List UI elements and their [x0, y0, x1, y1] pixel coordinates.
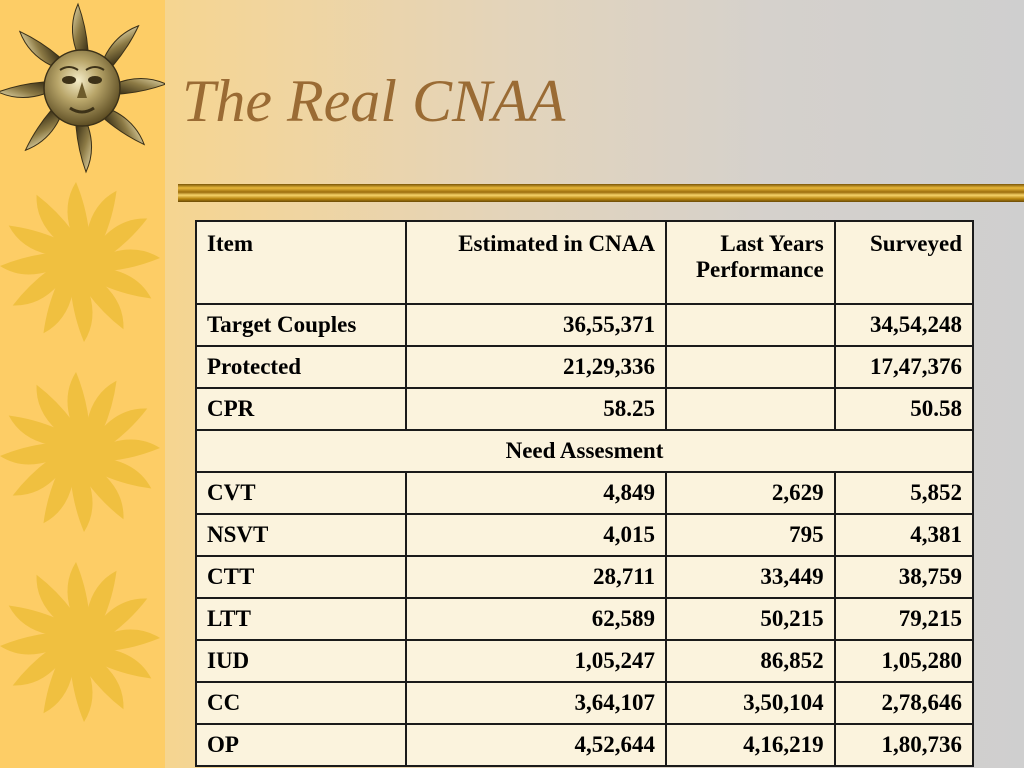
surveyed-cell: 50.58: [833, 387, 975, 431]
last-years-cell: 33,449: [665, 555, 836, 599]
row-label: Protected: [194, 345, 408, 389]
metal-sun-face-icon: [0, 2, 165, 174]
estimated-cell: 28,711: [405, 555, 667, 599]
table-header-row: Item Estimated in CNAA Last Years Perform…: [194, 220, 975, 305]
table-row: Protected 21,29,336 17,47,376: [194, 345, 975, 389]
slide-title: The Real CNAA: [182, 68, 566, 134]
table-row: CC 3,64,107 3,50,104 2,78,646: [194, 681, 975, 725]
surveyed-cell: 4,381: [833, 513, 975, 557]
surveyed-cell: 5,852: [833, 471, 975, 515]
table-row: LTT 62,589 50,215 79,215: [194, 597, 975, 641]
last-years-cell: 2,629: [665, 471, 836, 515]
row-label: Target Couples: [194, 303, 408, 347]
row-label: CPR: [194, 387, 408, 431]
last-years-cell: [665, 387, 836, 431]
row-label: NSVT: [194, 513, 408, 557]
surveyed-cell: 2,78,646: [833, 681, 975, 725]
row-label: CC: [194, 681, 408, 725]
header-item: Item: [194, 220, 408, 305]
last-years-cell: [665, 303, 836, 347]
table-row: CTT 28,711 33,449 38,759: [194, 555, 975, 599]
row-label: CVT: [194, 471, 408, 515]
section-row: Need Assesment: [195, 429, 974, 473]
surveyed-cell: 17,47,376: [833, 345, 975, 389]
estimated-cell: 21,29,336: [405, 345, 667, 389]
table-row: Target Couples 36,55,371 34,54,248: [194, 303, 975, 347]
estimated-cell: 36,55,371: [405, 303, 667, 347]
row-label: CTT: [194, 555, 408, 599]
table-row: CPR 58.25 50.58: [194, 387, 975, 431]
decorative-side-strip: [0, 0, 165, 768]
estimated-cell: 4,015: [405, 513, 667, 557]
estimated-cell: 62,589: [405, 597, 667, 641]
table-row: IUD 1,05,247 86,852 1,05,280: [194, 639, 975, 683]
row-label: IUD: [194, 639, 408, 683]
last-years-cell: 4,16,219: [665, 723, 836, 767]
table-row: OP 4,52,644 4,16,219 1,80,736: [194, 723, 975, 767]
section-label: Need Assesment: [195, 429, 974, 473]
estimated-cell: 3,64,107: [405, 681, 667, 725]
header-last-years: Last Years Performance: [665, 220, 836, 305]
row-label: OP: [194, 723, 408, 767]
surveyed-cell: 1,80,736: [833, 723, 975, 767]
last-years-cell: 3,50,104: [665, 681, 836, 725]
surveyed-cell: 38,759: [833, 555, 975, 599]
surveyed-cell: 79,215: [833, 597, 975, 641]
last-years-cell: 86,852: [665, 639, 836, 683]
sun-icon: [0, 562, 160, 722]
last-years-cell: [665, 345, 836, 389]
table-row: NSVT 4,015 795 4,381: [194, 513, 975, 557]
header-surveyed: Surveyed: [833, 220, 975, 305]
surveyed-cell: 34,54,248: [833, 303, 975, 347]
table-row: CVT 4,849 2,629 5,852: [194, 471, 975, 515]
header-last-years-line2: Performance: [695, 257, 824, 282]
row-label: LTT: [194, 597, 408, 641]
last-years-cell: 795: [665, 513, 836, 557]
surveyed-cell: 1,05,280: [833, 639, 975, 683]
header-estimated: Estimated in CNAA: [405, 220, 667, 305]
sun-icon: [0, 372, 160, 532]
estimated-cell: 1,05,247: [405, 639, 667, 683]
estimated-cell: 4,52,644: [405, 723, 667, 767]
sun-icon: [0, 182, 160, 342]
last-years-cell: 50,215: [665, 597, 836, 641]
gold-divider-rule: [178, 184, 1024, 202]
cnaa-table: Item Estimated in CNAA Last Years Perform…: [194, 220, 975, 767]
estimated-cell: 4,849: [405, 471, 667, 515]
header-last-years-line1: Last Years: [720, 231, 824, 256]
estimated-cell: 58.25: [405, 387, 667, 431]
